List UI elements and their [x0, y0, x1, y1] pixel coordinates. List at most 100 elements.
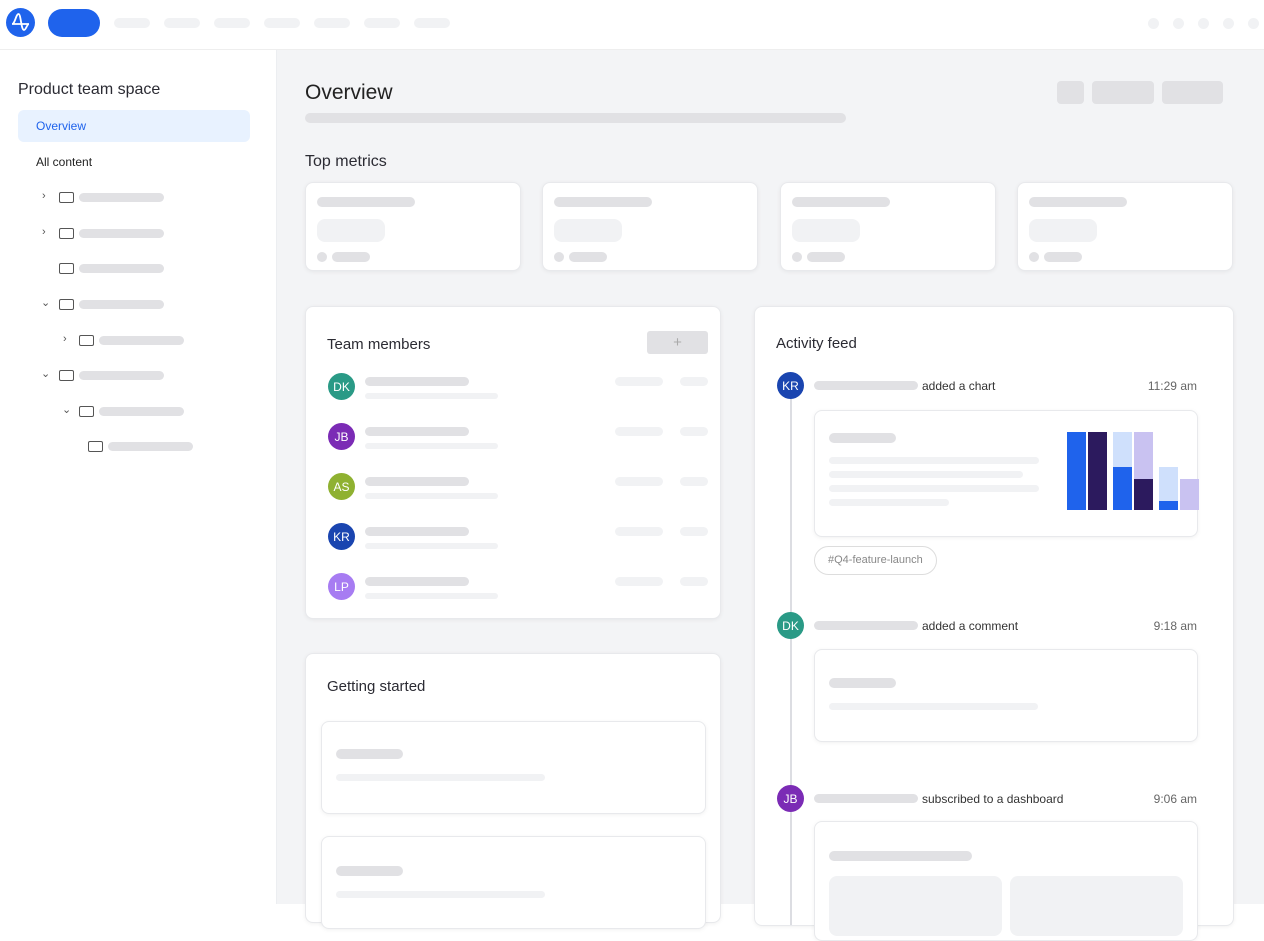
- tree-item[interactable]: [79, 193, 164, 202]
- header-icon[interactable]: [1248, 18, 1259, 29]
- sidebar: Product team space Overview All content …: [0, 50, 277, 904]
- folder-icon: [59, 263, 74, 274]
- team-members-heading: Team members: [327, 336, 431, 353]
- chevron-right-icon[interactable]: ›: [42, 190, 46, 202]
- header-icon[interactable]: [1198, 18, 1209, 29]
- nav-item[interactable]: [264, 18, 300, 28]
- team-member-row[interactable]: JB: [306, 423, 722, 453]
- user-name-placeholder[interactable]: [814, 794, 918, 803]
- tag-chip[interactable]: #Q4-feature-launch: [814, 546, 937, 575]
- team-member-row[interactable]: LP: [306, 573, 722, 603]
- app-logo[interactable]: [6, 8, 35, 37]
- activity-action: added a chart: [922, 379, 996, 393]
- member-name-placeholder: [365, 377, 469, 386]
- nav-item[interactable]: [414, 18, 450, 28]
- team-member-row[interactable]: AS: [306, 473, 722, 503]
- bar: [1067, 432, 1086, 510]
- folder-icon: [79, 335, 94, 346]
- metric-trend-placeholder: [807, 252, 845, 262]
- activity-time: 9:06 am: [1153, 792, 1197, 806]
- member-email-placeholder: [365, 493, 498, 499]
- top-metrics-heading: Top metrics: [305, 153, 387, 170]
- item-text-placeholder: [336, 774, 545, 781]
- add-member-button[interactable]: +: [647, 331, 708, 354]
- activity-time: 9:18 am: [1153, 619, 1197, 633]
- text-placeholder: [829, 499, 949, 506]
- getting-started-item[interactable]: [321, 721, 706, 814]
- getting-started-item[interactable]: [321, 836, 706, 929]
- member-action-placeholder: [680, 427, 708, 436]
- dashboard-preview-card[interactable]: [814, 821, 1198, 941]
- member-name-placeholder: [365, 527, 469, 536]
- header-action-button[interactable]: [1057, 81, 1084, 104]
- chevron-down-icon[interactable]: ⌄: [41, 297, 51, 309]
- team-member-row[interactable]: DK: [306, 373, 722, 403]
- sidebar-item-all-content[interactable]: All content: [36, 155, 93, 169]
- tree-item[interactable]: [99, 407, 184, 416]
- avatar: AS: [328, 473, 355, 500]
- metric-card[interactable]: [780, 182, 996, 271]
- tree-item[interactable]: [99, 336, 184, 345]
- folder-icon: [59, 192, 74, 203]
- metric-card[interactable]: [542, 182, 758, 271]
- primary-nav-button[interactable]: [48, 9, 100, 37]
- header-action-button[interactable]: [1092, 81, 1154, 104]
- metric-value-placeholder: [792, 219, 860, 242]
- metric-card[interactable]: [1017, 182, 1233, 271]
- tree-item[interactable]: [79, 300, 164, 309]
- member-email-placeholder: [365, 393, 498, 399]
- team-members-card: Team members + DK JB AS KR LP: [305, 306, 721, 619]
- header-icon[interactable]: [1148, 18, 1159, 29]
- folder-icon: [59, 370, 74, 381]
- nav-item[interactable]: [214, 18, 250, 28]
- bar: [1159, 501, 1178, 510]
- activity-action: added a comment: [922, 619, 1019, 633]
- chevron-right-icon[interactable]: ›: [63, 333, 67, 345]
- member-role-placeholder: [615, 477, 663, 486]
- text-placeholder: [829, 471, 1023, 478]
- metric-label-placeholder: [1029, 197, 1127, 207]
- nav-item[interactable]: [364, 18, 400, 28]
- bar: [1134, 479, 1153, 510]
- chart-preview-card[interactable]: [814, 410, 1199, 537]
- page-subtitle-placeholder: [305, 113, 846, 123]
- chevron-right-icon[interactable]: ›: [42, 226, 46, 238]
- user-name-placeholder[interactable]: [814, 621, 918, 630]
- item-title-placeholder: [336, 866, 403, 876]
- avatar: JB: [328, 423, 355, 450]
- tree-item[interactable]: [108, 442, 193, 451]
- nav-item[interactable]: [164, 18, 200, 28]
- tree-item[interactable]: [79, 371, 164, 380]
- header-icon[interactable]: [1173, 18, 1184, 29]
- chevron-down-icon[interactable]: ⌄: [62, 404, 72, 416]
- member-email-placeholder: [365, 543, 498, 549]
- member-action-placeholder: [680, 377, 708, 386]
- member-email-placeholder: [365, 443, 498, 449]
- nav-item[interactable]: [114, 18, 150, 28]
- metric-trend-placeholder: [569, 252, 607, 262]
- comment-text-placeholder: [829, 703, 1038, 710]
- metric-trend-placeholder: [1044, 252, 1082, 262]
- metric-value-placeholder: [317, 219, 385, 242]
- folder-icon: [59, 228, 74, 239]
- tree-item[interactable]: [79, 229, 164, 238]
- metric-value-placeholder: [1029, 219, 1097, 242]
- bar: [1113, 467, 1132, 510]
- header-icon[interactable]: [1223, 18, 1234, 29]
- comment-preview-card[interactable]: [814, 649, 1198, 742]
- user-name-placeholder[interactable]: [814, 381, 918, 390]
- nav-item[interactable]: [314, 18, 350, 28]
- header-action-button[interactable]: [1162, 81, 1223, 104]
- metric-card[interactable]: [305, 182, 521, 271]
- metric-label-placeholder: [792, 197, 890, 207]
- avatar: KR: [777, 372, 804, 399]
- avatar: JB: [777, 785, 804, 812]
- sidebar-item-overview[interactable]: Overview: [18, 110, 250, 142]
- item-text-placeholder: [336, 891, 545, 898]
- text-placeholder: [829, 457, 1039, 464]
- chevron-down-icon[interactable]: ⌄: [41, 368, 51, 380]
- member-email-placeholder: [365, 593, 498, 599]
- tree-item[interactable]: [79, 264, 164, 273]
- team-member-row[interactable]: KR: [306, 523, 722, 553]
- bar: [1159, 467, 1178, 501]
